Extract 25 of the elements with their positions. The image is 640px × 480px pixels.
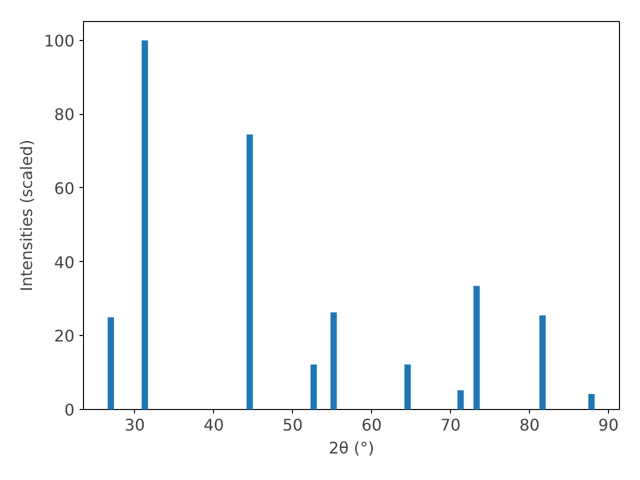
x-tick-label: 70 — [440, 416, 461, 434]
y-tick-label: 40 — [54, 252, 74, 272]
bar — [473, 286, 480, 410]
bar — [108, 317, 114, 410]
bar — [142, 40, 148, 410]
bar — [330, 312, 337, 410]
y-tick-label: 80 — [54, 105, 74, 124]
y-tick-label: 100 — [44, 31, 75, 50]
bar — [404, 364, 411, 410]
x-tick-label: 50 — [282, 416, 303, 434]
bar — [457, 390, 464, 410]
y-axis-title: Intensities (scaled) — [16, 140, 36, 292]
y-tick-label: 0 — [64, 400, 75, 420]
bar — [588, 394, 595, 410]
bar — [539, 315, 546, 410]
x-tick-label: 60 — [361, 416, 382, 434]
bar — [246, 134, 253, 410]
y-tick-label: 20 — [54, 326, 74, 346]
x-tick-label: 80 — [519, 416, 540, 434]
x-tick-label: 90 — [598, 416, 619, 434]
x-tick-label: 40 — [204, 416, 224, 434]
x-tick-label: 30 — [124, 416, 145, 434]
y-tick-label: 60 — [54, 178, 74, 198]
bar — [310, 364, 317, 410]
x-axis-title: 2θ (°) — [328, 438, 374, 458]
